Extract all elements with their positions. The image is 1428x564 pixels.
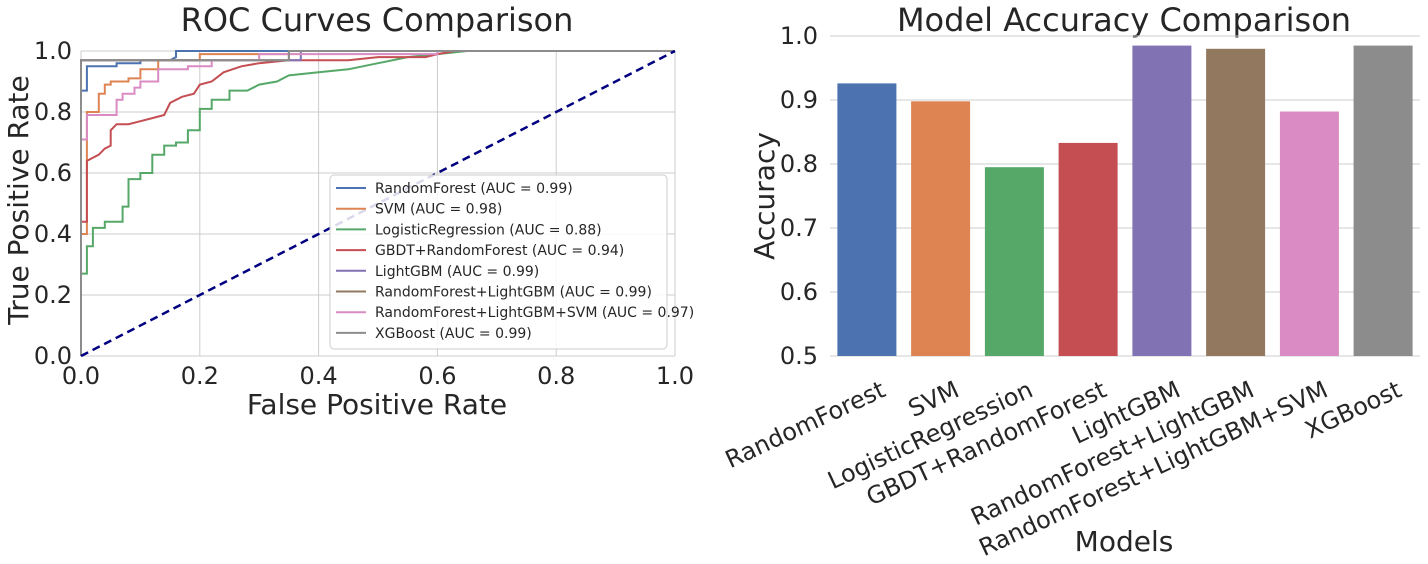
roc-x-axis-label: False Positive Rate <box>247 388 507 421</box>
roc-curve-3 <box>80 50 675 356</box>
roc-legend-label: RandomForest+LightGBM+SVM (AUC = 0.97) <box>375 305 694 321</box>
acc-bar <box>1206 48 1266 357</box>
acc-bars <box>837 45 1413 357</box>
acc-bar <box>984 167 1044 356</box>
roc-y-tick-label: 0.6 <box>34 159 72 187</box>
roc-y-axis-label: True Positive Rate <box>2 75 35 325</box>
roc-title: ROC Curves Comparison <box>181 1 574 39</box>
roc-legend-label: LogisticRegression (AUC = 0.88) <box>375 222 602 238</box>
acc-x-axis-label: Models <box>1075 525 1174 558</box>
roc-x-tick-label: 0.0 <box>62 362 100 390</box>
roc-legend-label: XGBoost (AUC = 0.99) <box>375 326 532 342</box>
roc-y-tick-label: 0.0 <box>34 342 72 370</box>
roc-legend-label: SVM (AUC = 0.98) <box>375 202 502 218</box>
roc-x-tick-label: 0.6 <box>418 362 456 390</box>
roc-curve-2 <box>80 50 675 356</box>
roc-chance-diagonal <box>80 49 676 358</box>
roc-x-tick-label: 0.4 <box>300 362 338 390</box>
acc-bar <box>911 101 971 356</box>
roc-legend-label: GBDT+RandomForest (AUC = 0.94) <box>375 243 624 259</box>
acc-y-axis-label: Accuracy <box>748 132 781 260</box>
acc-bar <box>1353 45 1413 356</box>
roc-legend-box <box>329 174 668 350</box>
acc-title: Model Accuracy Comparison <box>897 1 1351 39</box>
roc-legend-label: RandomForest+LightGBM (AUC = 0.99) <box>375 285 652 301</box>
roc-y-tick-label: 1.0 <box>34 37 72 65</box>
roc-x-tick-label: 1.0 <box>656 362 694 390</box>
acc-y-tick-label: 0.8 <box>780 150 818 178</box>
roc-curve-1 <box>80 50 675 356</box>
acc-y-tick-label: 0.6 <box>780 278 818 306</box>
roc-curve-0 <box>80 50 675 356</box>
acc-bar <box>837 83 897 357</box>
roc-x-tick-label: 0.2 <box>181 362 219 390</box>
acc-bar <box>1132 45 1192 356</box>
acc-bar <box>1279 111 1339 356</box>
acc-bar <box>1058 142 1118 356</box>
roc-legend: RandomForest (AUC = 0.99) SVM (AUC = 0.98… <box>329 174 694 350</box>
roc-y-tick-label: 0.4 <box>34 220 72 248</box>
roc-x-tick-label: 0.8 <box>537 362 575 390</box>
roc-legend-label: RandomForest (AUC = 0.99) <box>375 181 573 197</box>
roc-curve-6 <box>80 50 675 356</box>
acc-y-tick-label: 1.0 <box>780 22 818 50</box>
roc-y-tick-label: 0.2 <box>34 281 72 309</box>
acc-y-tick-label: 0.9 <box>780 86 818 114</box>
roc-y-tick-label: 0.8 <box>34 98 72 126</box>
roc-ticks: 0.0 0.2 0.4 0.6 0.8 1.0 0.0 0.2 0.4 0.6 0.8 1.0 <box>34 37 694 390</box>
acc-y-tick-label: 0.5 <box>780 342 818 370</box>
roc-curves <box>80 49 676 358</box>
acc-y-tick-label: 0.7 <box>780 214 818 242</box>
roc-legend-label: LightGBM (AUC = 0.99) <box>375 264 539 280</box>
roc-curve-7 <box>80 50 675 356</box>
